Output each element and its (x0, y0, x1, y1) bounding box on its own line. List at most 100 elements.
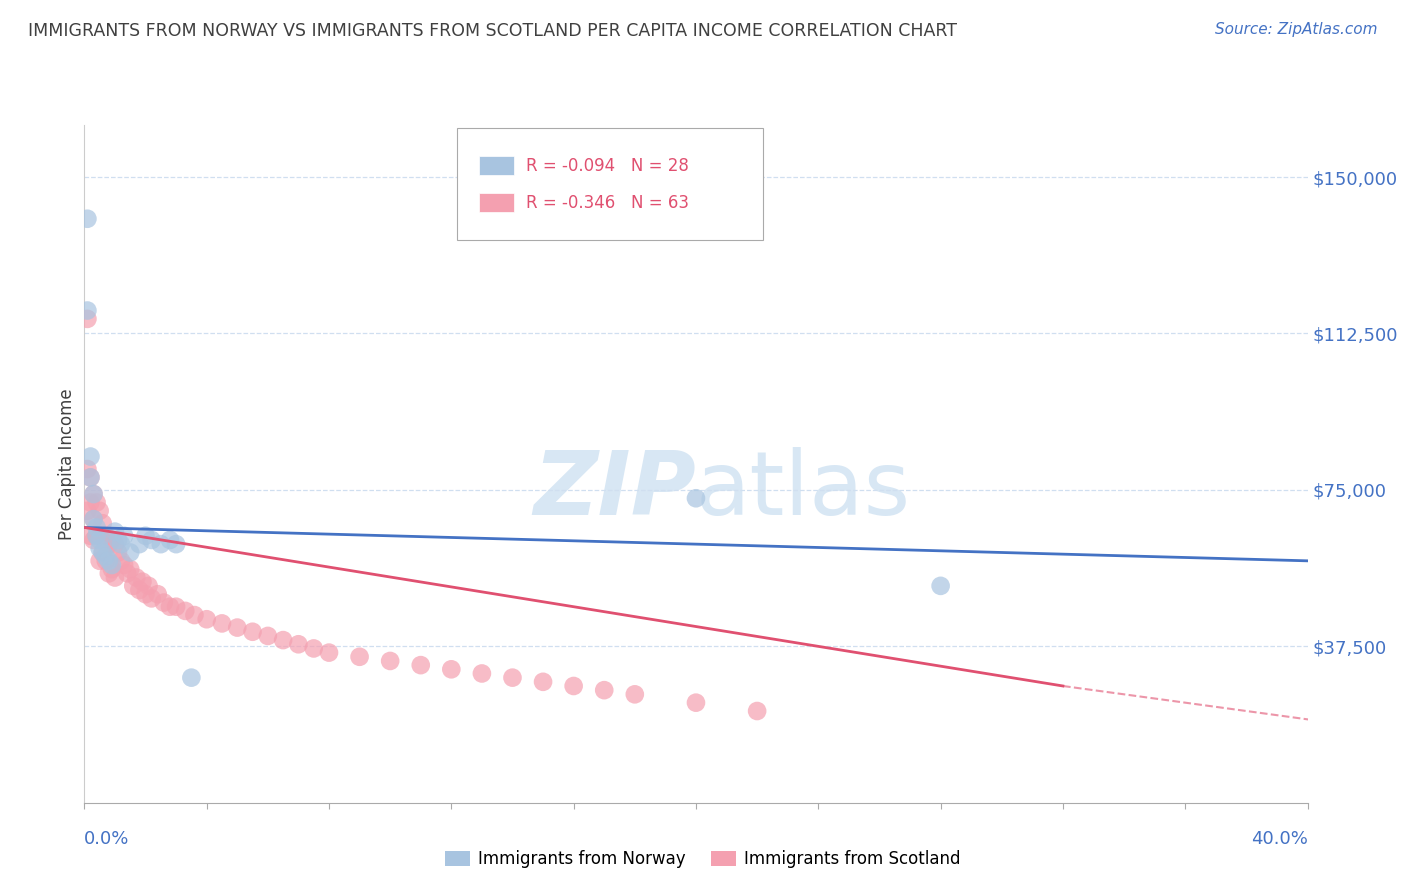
Point (141, 591, 163, 606)
Point (242, 624, 264, 639)
Point (89, 529, 111, 543)
Point (685, 491, 707, 506)
Bar (479, 156, 513, 175)
Point (86, 529, 108, 543)
Point (79, 470, 101, 484)
Point (83, 533, 105, 547)
Point (302, 641, 325, 656)
Point (91, 516, 114, 531)
Point (174, 604, 197, 618)
Point (531, 674, 554, 689)
Point (79, 450, 101, 464)
Point (195, 612, 218, 626)
Text: Source: ZipAtlas.com: Source: ZipAtlas.com (1215, 22, 1378, 37)
Point (97, 554, 120, 568)
Point (149, 537, 172, 551)
Text: ZIP: ZIP (533, 448, 696, 534)
Point (79, 470, 101, 484)
Point (101, 562, 124, 576)
Point (211, 616, 233, 631)
Point (104, 524, 127, 539)
Point (76, 462, 98, 476)
Point (91, 545, 114, 559)
Point (112, 558, 135, 572)
Point (165, 537, 187, 551)
Point (128, 537, 150, 551)
Point (86, 520, 108, 534)
Point (440, 662, 463, 676)
Point (83, 512, 105, 526)
Point (86, 495, 108, 509)
Point (380, 654, 402, 668)
Point (138, 579, 160, 593)
Point (97, 537, 120, 551)
Point (257, 629, 280, 643)
Point (104, 570, 127, 584)
Point (83, 487, 105, 501)
Point (79, 495, 101, 509)
Point (685, 696, 707, 710)
Point (128, 582, 150, 597)
Point (929, 579, 952, 593)
Point (97, 566, 120, 581)
Point (120, 545, 142, 559)
Text: R = -0.346   N = 63: R = -0.346 N = 63 (526, 194, 689, 211)
Point (131, 574, 153, 589)
Point (76, 311, 98, 326)
Point (101, 533, 124, 547)
Point (165, 599, 187, 614)
Point (79, 529, 101, 543)
Point (83, 512, 105, 526)
Point (86, 529, 108, 543)
Point (471, 666, 494, 681)
Point (135, 587, 157, 601)
Point (593, 683, 616, 698)
Point (89, 533, 111, 547)
Point (94, 529, 117, 543)
Text: 40.0%: 40.0% (1251, 830, 1308, 847)
Point (183, 608, 205, 623)
Point (91, 545, 114, 559)
Point (76, 504, 98, 518)
Point (76, 211, 98, 226)
Text: IMMIGRANTS FROM NORWAY VS IMMIGRANTS FROM SCOTLAND PER CAPITA INCOME CORRELATION: IMMIGRANTS FROM NORWAY VS IMMIGRANTS FRO… (28, 22, 957, 40)
Point (562, 679, 585, 693)
Bar (479, 194, 513, 212)
Point (89, 504, 111, 518)
Point (89, 541, 111, 556)
Point (747, 704, 769, 718)
Point (146, 587, 169, 601)
Point (107, 533, 129, 547)
Point (226, 621, 249, 635)
Point (153, 596, 176, 610)
Point (180, 671, 202, 685)
Point (159, 599, 181, 614)
Point (271, 633, 294, 648)
Text: R = -0.094   N = 28: R = -0.094 N = 28 (526, 157, 689, 175)
Point (110, 537, 132, 551)
Y-axis label: Per Capita Income: Per Capita Income (58, 388, 76, 540)
Point (125, 570, 148, 584)
Legend: Immigrants from Norway, Immigrants from Scotland: Immigrants from Norway, Immigrants from … (439, 844, 967, 875)
Point (89, 554, 111, 568)
Point (94, 549, 117, 564)
Point (112, 529, 135, 543)
Point (349, 649, 371, 664)
Point (104, 537, 127, 551)
Text: 0.0%: 0.0% (84, 830, 129, 847)
Text: atlas: atlas (696, 448, 911, 534)
Point (502, 671, 524, 685)
Point (107, 545, 129, 559)
Point (409, 658, 432, 673)
Point (110, 554, 132, 568)
Point (120, 562, 142, 576)
Point (141, 533, 163, 547)
Point (94, 554, 117, 568)
Point (115, 566, 138, 581)
Point (76, 303, 98, 318)
Point (287, 637, 309, 651)
Point (159, 533, 181, 547)
FancyBboxPatch shape (457, 128, 763, 240)
Point (318, 646, 340, 660)
Point (83, 487, 105, 501)
